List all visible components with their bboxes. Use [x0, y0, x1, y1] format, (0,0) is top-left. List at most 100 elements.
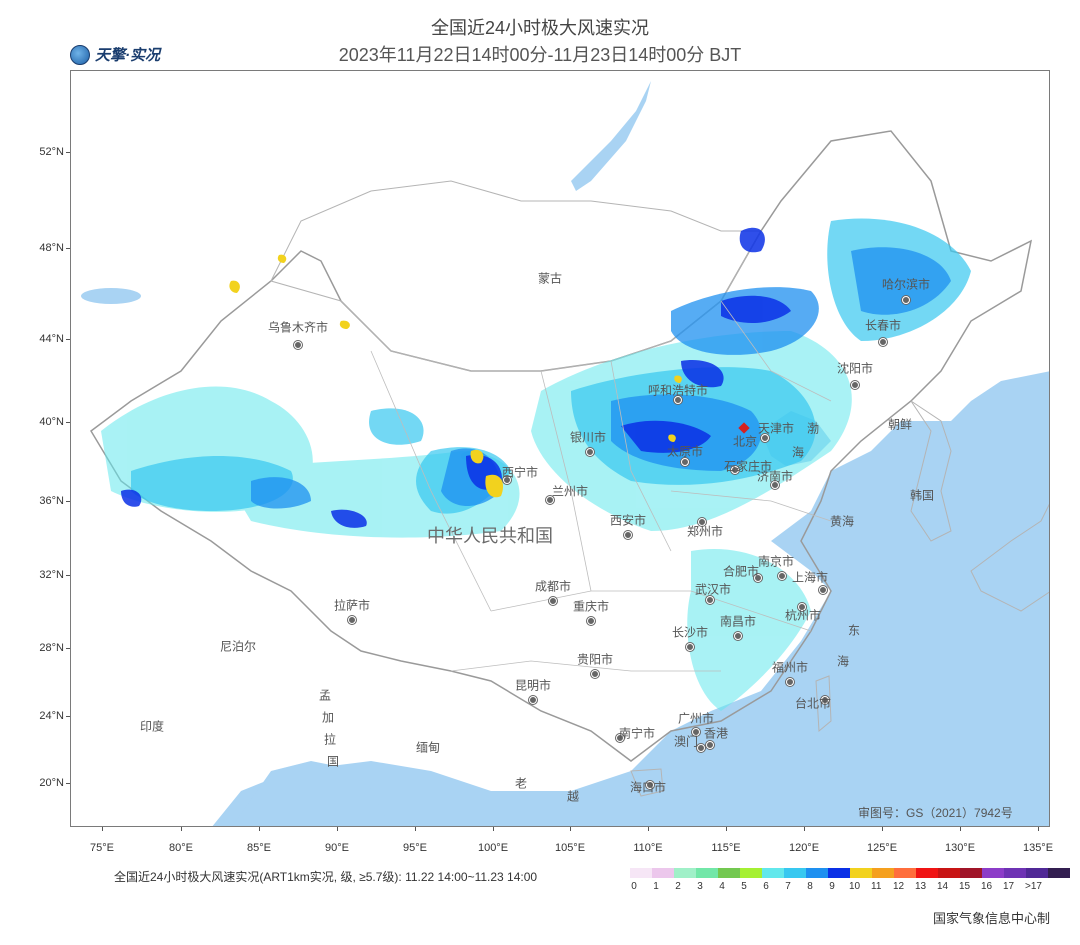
lon-tick	[726, 827, 727, 831]
sea-label: 渤	[806, 421, 820, 436]
city-marker[interactable]	[674, 396, 682, 404]
logo-text: 天擎·实况	[95, 47, 160, 64]
city-marker[interactable]	[761, 434, 769, 442]
city-marker[interactable]	[821, 696, 829, 704]
city-marker[interactable]	[771, 481, 779, 489]
lon-tick	[415, 827, 416, 831]
legend-level-label: 11	[871, 881, 882, 892]
legend-swatch: >17	[1025, 868, 1048, 892]
city-marker[interactable]	[686, 643, 694, 651]
legend-swatch: 9	[828, 868, 850, 892]
taiwan-border	[815, 675, 832, 733]
map-subtitle: 2023年11月22日14时00分-11月23日14时00分 BJT	[338, 45, 742, 65]
city-marker[interactable]	[851, 381, 859, 389]
city-marker[interactable]	[503, 476, 511, 484]
city-marker[interactable]	[294, 341, 302, 349]
city-marker[interactable]	[786, 678, 794, 686]
legend-swatch: 5	[740, 868, 762, 892]
city-marker[interactable]	[706, 596, 714, 604]
sea-label: 海	[791, 445, 805, 460]
city-marker[interactable]	[879, 338, 887, 346]
city-label: 西宁市	[501, 465, 539, 480]
lat-label: 28°N	[39, 642, 64, 654]
lat-label: 44°N	[39, 333, 64, 345]
lat-label: 32°N	[39, 569, 64, 581]
legend-swatch: 3	[696, 868, 718, 892]
city-label: 海口市	[629, 780, 667, 795]
city-label: 成都市	[534, 579, 572, 594]
lat-label: 24°N	[39, 710, 64, 722]
wind-field-level-10	[229, 254, 682, 498]
city-marker[interactable]	[819, 586, 827, 594]
city-marker[interactable]	[902, 296, 910, 304]
city-marker[interactable]	[546, 496, 554, 504]
city-marker[interactable]	[734, 632, 742, 640]
lat-label: 52°N	[39, 146, 64, 158]
legend-level-label: 6	[763, 881, 769, 892]
city-label: 台北市	[794, 696, 832, 711]
country-label: 孟	[318, 688, 332, 703]
legend-swatch: 11	[871, 868, 894, 892]
legend-level-label: >17	[1025, 881, 1042, 892]
city-label: 天津市	[757, 421, 795, 436]
legend-swatch: 6	[762, 868, 784, 892]
city-label: 银川市	[569, 430, 607, 445]
legend-level-label: 0	[631, 881, 637, 892]
city-marker[interactable]	[754, 574, 762, 582]
legend-level-label: 12	[893, 881, 905, 892]
city-marker[interactable]	[591, 670, 599, 678]
lat-label: 40°N	[39, 416, 64, 428]
legend-swatch: 12	[893, 868, 916, 892]
legend-level-label: 7	[785, 881, 791, 892]
map-canvas[interactable]	[70, 70, 1050, 827]
legend-swatch: 7	[784, 868, 806, 892]
country-label: 加	[321, 710, 335, 725]
legend-swatch: 4	[718, 868, 740, 892]
legend-level-label: 14	[937, 881, 949, 892]
city-marker[interactable]	[624, 531, 632, 539]
lat-label: 20°N	[39, 777, 64, 789]
city-label: 福州市	[771, 660, 809, 675]
lat-tick	[66, 422, 70, 423]
city-marker[interactable]	[616, 734, 624, 742]
lon-tick	[804, 827, 805, 831]
city-label: 武汉市	[694, 582, 732, 597]
globe-icon	[70, 44, 90, 65]
city-marker[interactable]	[646, 781, 654, 789]
lat-tick	[66, 152, 70, 153]
lon-label: 95°E	[403, 842, 427, 854]
city-label: 广州市	[677, 711, 715, 726]
city-marker[interactable]	[798, 603, 806, 611]
city-marker[interactable]	[706, 741, 714, 749]
city-marker[interactable]	[692, 728, 700, 736]
lat-tick	[66, 501, 70, 502]
city-label: 石家庄市	[723, 459, 773, 474]
city-label: 南京市	[757, 554, 795, 569]
legend-level-label: 8	[807, 881, 813, 892]
country-label: 尼泊尔	[219, 639, 257, 654]
city-marker[interactable]	[586, 448, 594, 456]
city-label: 长春市	[864, 318, 902, 333]
country-label: 印度	[139, 719, 165, 734]
legend-swatch: 13	[915, 868, 938, 892]
legend-level-label: 3	[697, 881, 703, 892]
legend-swatch: 2	[674, 868, 696, 892]
city-marker[interactable]	[731, 466, 739, 474]
city-marker[interactable]	[698, 518, 706, 526]
city-marker[interactable]	[549, 597, 557, 605]
country-label: 蒙古	[537, 271, 563, 286]
city-marker[interactable]	[681, 458, 689, 466]
city-marker[interactable]	[529, 696, 537, 704]
lon-label: 115°E	[711, 842, 741, 854]
city-marker[interactable]	[697, 744, 705, 752]
sea-label: 海	[836, 654, 850, 669]
legend-colorbar: 0 1 2 3 4 5 6 7 8 9 10 11 12 13 14 15 16 17 >17	[630, 868, 1070, 892]
lon-tick	[882, 827, 883, 831]
legend-swatch: 15	[959, 868, 982, 892]
city-marker[interactable]	[587, 617, 595, 625]
city-marker[interactable]	[348, 616, 356, 624]
legend-swatch: 14	[937, 868, 960, 892]
city-marker[interactable]	[778, 572, 786, 580]
sea-label: 黄海	[829, 514, 855, 529]
legend-swatch: 1	[652, 868, 674, 892]
